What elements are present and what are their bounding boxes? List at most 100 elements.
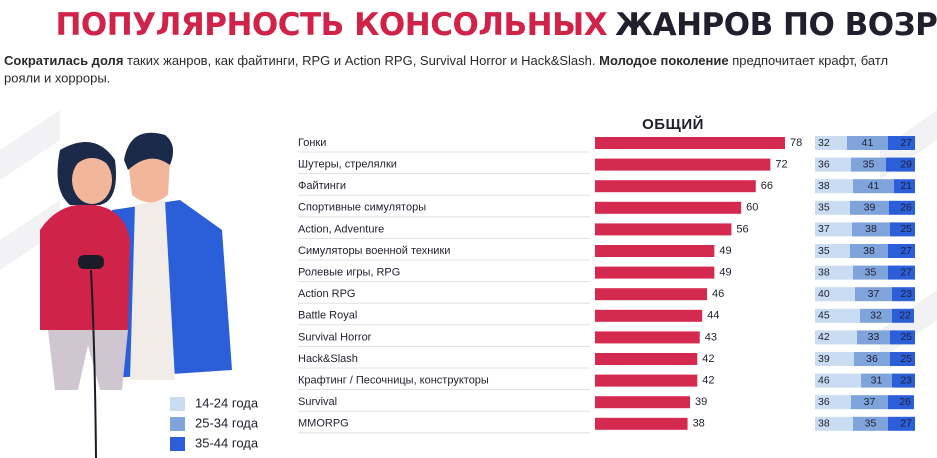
age-segment <box>815 287 855 302</box>
age-segment <box>815 222 852 237</box>
age-segment-label: 46 <box>818 374 830 386</box>
age-segment <box>860 308 892 323</box>
category-label: Симуляторы военной техники <box>298 245 450 257</box>
legend-label: 14-24 года <box>195 395 259 410</box>
legend-swatch <box>170 437 185 451</box>
age-segment-label: 22 <box>899 310 911 322</box>
age-segment <box>850 200 889 215</box>
age-segment-label: 38 <box>865 223 877 235</box>
value-label: 39 <box>695 396 707 408</box>
age-segment-label: 25 <box>900 353 912 365</box>
value-label: 56 <box>736 223 748 235</box>
bar <box>595 309 703 322</box>
age-segment <box>815 136 847 150</box>
age-segment <box>815 308 860 323</box>
title-part: ПОПУЛЯРНОСТЬ КОНСОЛЬНЫХ <box>55 7 607 43</box>
age-segment <box>889 200 915 215</box>
age-segment <box>857 330 890 345</box>
category-label: Спортивные симуляторы <box>298 202 426 214</box>
category-label: Крафтинг / Песочницы, конструкторы <box>298 375 489 387</box>
age-segment <box>861 373 892 388</box>
value-label: 38 <box>693 418 705 430</box>
bar <box>595 180 756 193</box>
value-label: 42 <box>702 375 714 387</box>
age-segment <box>815 416 853 431</box>
age-segment <box>847 136 888 150</box>
value-label: 42 <box>702 353 714 365</box>
age-segment <box>888 136 915 150</box>
value-label: 78 <box>790 137 802 149</box>
bar <box>595 288 708 301</box>
age-segment <box>815 179 853 194</box>
age-segment <box>852 222 890 237</box>
age-segment-label: 26 <box>899 396 911 408</box>
age-segment-label: 42 <box>818 331 830 343</box>
age-segment-label: 27 <box>900 137 912 149</box>
category-label: Шутеры, стрелялки <box>298 159 397 171</box>
bar <box>595 331 700 344</box>
age-segment-label: 37 <box>818 223 830 235</box>
age-segment-label: 38 <box>863 245 875 257</box>
value-label: 46 <box>712 288 724 300</box>
age-segment-label: 41 <box>868 180 880 192</box>
value-label: 72 <box>775 159 787 171</box>
category-label: Гонки <box>298 137 326 149</box>
bar <box>595 245 715 257</box>
bar <box>595 223 732 236</box>
age-segment <box>890 222 915 237</box>
age-segment <box>853 416 888 431</box>
age-segment <box>892 308 914 323</box>
age-segment <box>815 330 857 345</box>
age-segment <box>890 352 915 366</box>
age-segment <box>892 287 915 302</box>
age-segment-label: 32 <box>818 137 830 149</box>
age-segment <box>851 157 886 172</box>
category-label: Action, Adventure <box>298 223 384 235</box>
age-segment <box>854 352 890 366</box>
age-segment-label: 36 <box>818 158 830 170</box>
subtitle: рояли и хорроры. <box>4 70 110 85</box>
age-segment-label: 39 <box>864 202 876 214</box>
bar <box>595 417 688 430</box>
bar <box>595 353 698 365</box>
age-segment-label: 38 <box>818 180 830 192</box>
category-label: Survival Horror <box>298 331 372 343</box>
age-segment <box>853 265 888 280</box>
age-segment <box>851 395 888 410</box>
age-segment <box>815 352 854 366</box>
age-segment <box>815 157 851 172</box>
age-segment <box>888 395 914 410</box>
age-segment <box>815 265 853 280</box>
age-segment-label: 38 <box>818 418 830 430</box>
age-segment-label: 23 <box>900 288 912 300</box>
age-segment-label: 32 <box>870 310 882 322</box>
column-header: ОБЩИЙ <box>642 115 704 133</box>
value-label: 43 <box>705 331 717 343</box>
legend-label: 35-44 года <box>195 435 259 450</box>
category-label: MMORPG <box>298 418 349 430</box>
age-segment-label: 35 <box>818 245 830 257</box>
age-segment <box>815 200 850 215</box>
category-label: Survival <box>298 396 337 408</box>
age-segment <box>886 157 915 172</box>
bar <box>595 137 785 149</box>
category-label: Hack&Slash <box>298 353 358 365</box>
age-segment <box>888 416 915 431</box>
value-label: 66 <box>761 180 773 192</box>
category-label: Battle Royal <box>298 310 357 322</box>
age-segment <box>815 373 861 388</box>
age-segment <box>892 373 915 388</box>
age-segment <box>888 265 915 280</box>
value-label: 49 <box>719 267 731 279</box>
category-label: Action RPG <box>298 288 355 300</box>
illustration <box>40 132 232 458</box>
bar <box>595 396 690 409</box>
age-segment <box>853 179 894 194</box>
age-segment-label: 21 <box>900 180 912 192</box>
value-label: 49 <box>719 245 731 257</box>
subtitle-part: Молодое поколение <box>599 53 728 68</box>
age-segment <box>815 244 850 258</box>
age-segment <box>850 244 888 258</box>
